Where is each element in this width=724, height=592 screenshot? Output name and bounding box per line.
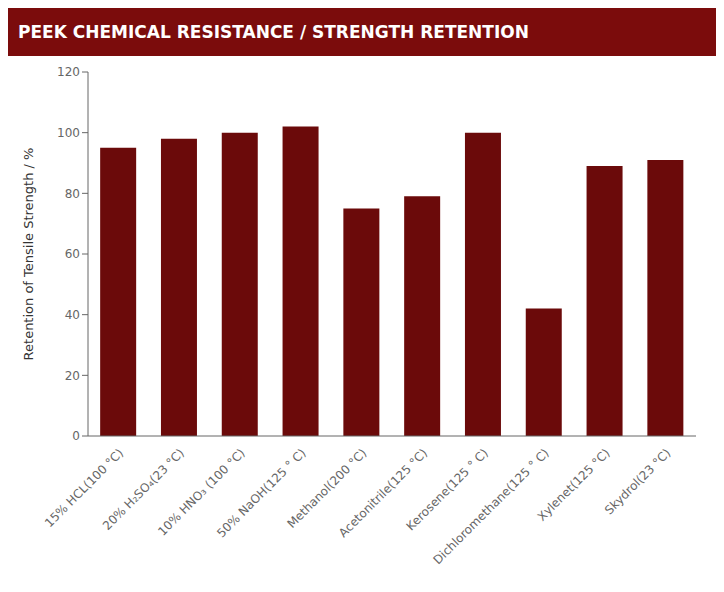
svg-text:Xylenet(125 °C): Xylenet(125 °C) xyxy=(535,446,613,524)
svg-text:0: 0 xyxy=(72,429,80,443)
svg-text:60: 60 xyxy=(65,247,80,261)
svg-text:Methanol(200 °C): Methanol(200 °C) xyxy=(284,445,370,531)
svg-text:20: 20 xyxy=(65,369,80,383)
svg-text:15% HCL(100 °C): 15% HCL(100 °C) xyxy=(42,445,127,531)
svg-text:100: 100 xyxy=(57,126,80,140)
svg-text:Dichloromethane(125 ° C): Dichloromethane(125 ° C) xyxy=(431,446,552,567)
svg-text:50% NaOH(125 ° C): 50% NaOH(125 ° C) xyxy=(214,445,309,541)
svg-text:10% HNO₃ (100 °C): 10% HNO₃ (100 °C) xyxy=(155,445,248,539)
svg-text:40: 40 xyxy=(65,308,80,322)
html-text:PEEK CHEMICAL RESISTANCE / STR: PEEK CHEMICAL RESISTANCE / STRENGTH RETE… xyxy=(18,22,529,42)
svg-text:Retention of Tensile Strength: Retention of Tensile Strength / % xyxy=(21,148,36,361)
svg-text:80: 80 xyxy=(65,187,80,201)
svg-text:Kerosene(125 ° C): Kerosene(125 ° C) xyxy=(403,445,491,534)
svg-text:Skydrol(23 °C): Skydrol(23 °C) xyxy=(602,446,673,517)
svg-text:20% H₂SO₄(23 °C): 20% H₂SO₄(23 °C) xyxy=(100,445,187,533)
svg-text:Acetonitrile(125 °C): Acetonitrile(125 °C) xyxy=(336,445,431,540)
svg-text:120: 120 xyxy=(57,65,80,79)
